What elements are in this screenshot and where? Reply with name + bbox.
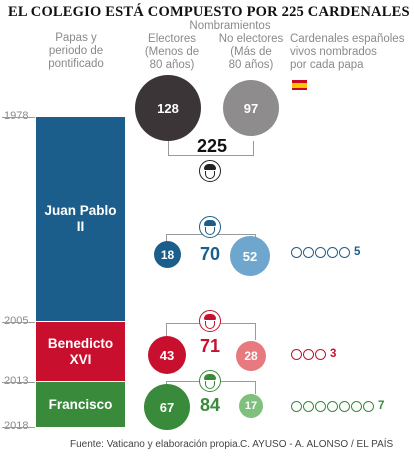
cardinal-mini-icon — [303, 348, 314, 360]
year-label-1978: 1978 — [4, 110, 29, 122]
cardinal-mini-icon — [291, 348, 302, 360]
year-label-2005: 2005 — [4, 315, 29, 327]
cardinal-icon — [199, 160, 221, 182]
francisco-spanish-count: 7 — [378, 400, 385, 412]
bxvi-non-electors-circle: 28 — [236, 341, 266, 371]
header-spanish-cardinals: Cardenales españoles vivos nombrados por… — [290, 33, 405, 71]
jp2-electors-circle: 18 — [154, 241, 181, 268]
jp2-non-electors-circle: 52 — [230, 236, 270, 276]
cardinal-mini-icon — [291, 246, 302, 258]
cardinal-icon-benedicto — [199, 310, 221, 332]
total-cardinals: 225 — [196, 136, 228, 156]
cardinal-mini-icon — [315, 400, 326, 412]
cardinal-mini-icon — [315, 246, 326, 258]
header-electors: Electores (Menos de 80 años) — [144, 33, 200, 71]
pope-bar-benedicto-xvi: Benedicto XVI — [36, 322, 125, 381]
francisco-non-electors-circle: 17 — [239, 394, 263, 418]
cardinal-icon-juan-pablo — [199, 216, 221, 238]
bxvi-total: 71 — [199, 336, 221, 356]
francisco-total: 84 — [199, 395, 221, 415]
cardinal-mini-icon — [339, 400, 350, 412]
cardinal-mini-icon — [327, 400, 338, 412]
jp2-total: 70 — [199, 244, 221, 264]
footer-credits: C. AYUSO - A. ALONSO / EL PAÍS — [240, 439, 394, 450]
cardinal-mini-icon — [351, 400, 362, 412]
cardinal-mini-icon — [303, 246, 314, 258]
francisco-electors-circle: 67 — [144, 384, 190, 430]
bxvi-spanish-count: 3 — [330, 348, 337, 360]
electors-total-circle: 128 — [135, 75, 201, 141]
year-label-2013: 2013 — [4, 375, 29, 387]
cardinal-mini-icon — [339, 246, 350, 258]
cardinal-mini-icon — [327, 246, 338, 258]
jp2-spanish-cardinals: 5 — [291, 246, 360, 258]
chart-title: EL COLEGIO ESTÁ COMPUESTO POR 225 CARDEN… — [8, 4, 410, 20]
header-popes-period: Papas y periodo de pontificado — [48, 32, 104, 70]
header-non-electors: No electores (Más de 80 años) — [218, 33, 284, 71]
spain-flag-icon — [292, 80, 307, 90]
pope-bar-francisco: Francisco — [36, 382, 125, 427]
cardinal-mini-icon — [291, 400, 302, 412]
year-label-2018: 2018 — [4, 420, 29, 432]
timeline-tick — [2, 117, 35, 118]
cardinal-mini-icon — [363, 400, 374, 412]
francisco-spanish-cardinals: 7 — [291, 400, 384, 412]
cardinal-mini-icon — [315, 348, 326, 360]
timeline-tick — [2, 322, 35, 323]
totals-bracket — [168, 141, 254, 156]
footer-source: Fuente: Vaticano y elaboración propia. — [70, 439, 241, 450]
bxvi-electors-circle: 43 — [148, 336, 186, 374]
bxvi-spanish-cardinals: 3 — [291, 348, 336, 360]
jp2-spanish-count: 5 — [354, 246, 361, 258]
timeline-tick — [2, 382, 35, 383]
cardinal-icon-francisco — [199, 370, 221, 392]
pope-bar-juan-pablo-ii: Juan Pablo II — [36, 117, 125, 321]
timeline-tick — [2, 427, 35, 428]
cardinal-mini-icon — [303, 400, 314, 412]
non-electors-total-circle: 97 — [223, 80, 279, 136]
header-appointments: Nombramientos — [189, 20, 271, 32]
